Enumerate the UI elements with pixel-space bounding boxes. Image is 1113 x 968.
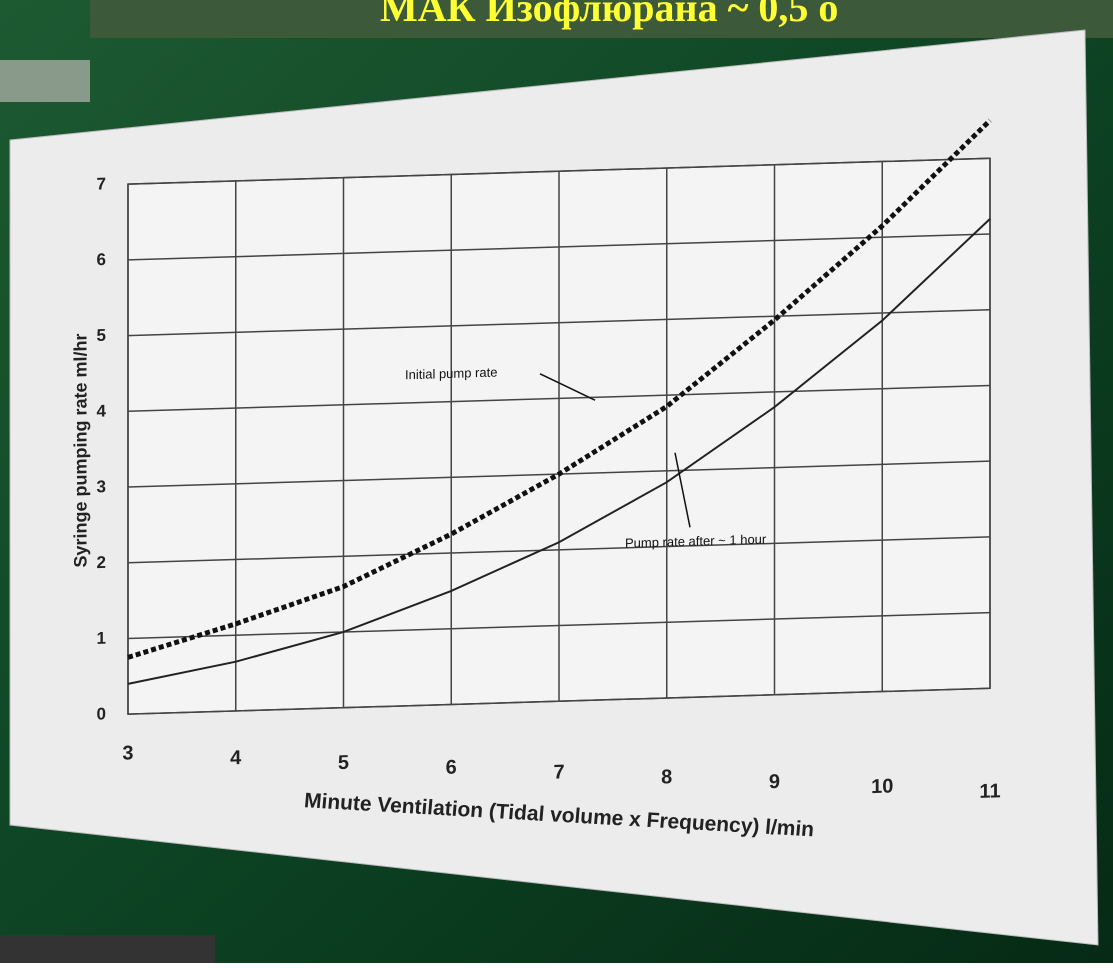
- x-tick-label: 4: [230, 747, 242, 769]
- y-tick-label: 6: [97, 250, 106, 269]
- x-tick-label: 3: [122, 742, 133, 764]
- decor: [0, 935, 215, 963]
- series-label: Initial pump rate: [405, 365, 497, 383]
- x-tick-label: 5: [338, 752, 349, 774]
- x-tick-label: 9: [769, 771, 780, 793]
- slide-title: МАК Изофлюрана ~ 0,5 о: [380, 0, 838, 30]
- y-tick-label: 1: [97, 629, 106, 648]
- slide: МАК Изофлюрана ~ 0,5 о 0 1 2 3 4 5 6 7 3 4 5 6 7 8 9 10…: [0, 0, 1113, 963]
- y-tick-label: 5: [97, 326, 106, 345]
- x-tick-label: 11: [979, 780, 1000, 803]
- y-tick-label: 4: [97, 401, 107, 420]
- x-tick-label: 7: [553, 761, 564, 783]
- y-tick-label: 2: [97, 553, 106, 572]
- y-tick-label: 7: [97, 174, 106, 193]
- x-tick-label: 6: [446, 757, 457, 779]
- y-axis-label: Syringe pumping rate ml/hr: [71, 333, 91, 568]
- decor: [0, 60, 90, 102]
- y-tick-label: 0: [97, 704, 106, 723]
- x-tick-label: 10: [871, 775, 893, 798]
- x-tick-label: 8: [661, 766, 672, 788]
- y-tick-label: 3: [97, 477, 106, 496]
